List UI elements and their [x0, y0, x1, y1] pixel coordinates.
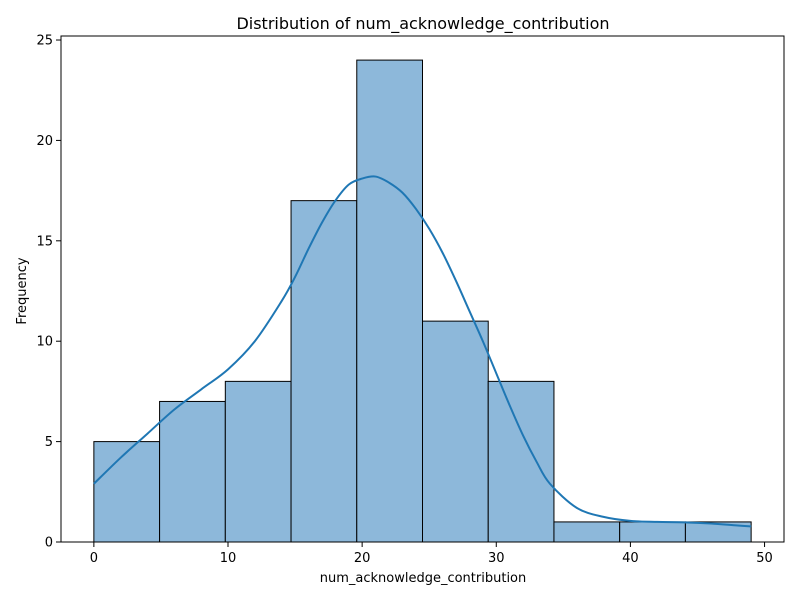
x-tick-label: 40	[622, 551, 639, 566]
x-tick-label: 50	[756, 551, 773, 566]
x-tick-label: 0	[90, 551, 98, 566]
histogram-bar-4	[356, 59, 424, 543]
histogram-bar-3	[290, 200, 358, 543]
y-tick-label: 25	[36, 34, 53, 49]
histogram-bars	[93, 59, 752, 543]
x-tick-label: 10	[220, 551, 237, 566]
histogram-bar-1	[159, 400, 226, 543]
histogram-bar-7	[553, 521, 621, 543]
y-axis-label: Frequency	[15, 257, 30, 324]
x-tick-label: 30	[488, 551, 505, 566]
y-tick-label: 15	[36, 234, 53, 249]
x-tick-label: 20	[354, 551, 371, 566]
chart-title: Distribution of num_acknowledge_contribu…	[236, 14, 609, 34]
plot-frame	[60, 35, 785, 543]
y-tick-label: 0	[45, 536, 53, 551]
histogram-bar-6	[487, 380, 555, 543]
x-axis-label: num_acknowledge_contribution	[320, 571, 527, 586]
y-tick-label: 20	[36, 134, 53, 149]
y-tick-label: 10	[36, 335, 53, 350]
histogram-bar-8	[619, 521, 686, 543]
histogram-bar-5	[422, 320, 489, 543]
kde-curve	[93, 175, 752, 528]
y-tick-label: 5	[45, 435, 53, 450]
y-axis-ticks: 0 5 10 15 20 25	[36, 34, 61, 551]
histogram-bar-0	[93, 441, 161, 543]
histogram-bar-2	[224, 380, 292, 543]
x-axis-ticks: 0 10 20 30 40 50	[90, 542, 773, 566]
